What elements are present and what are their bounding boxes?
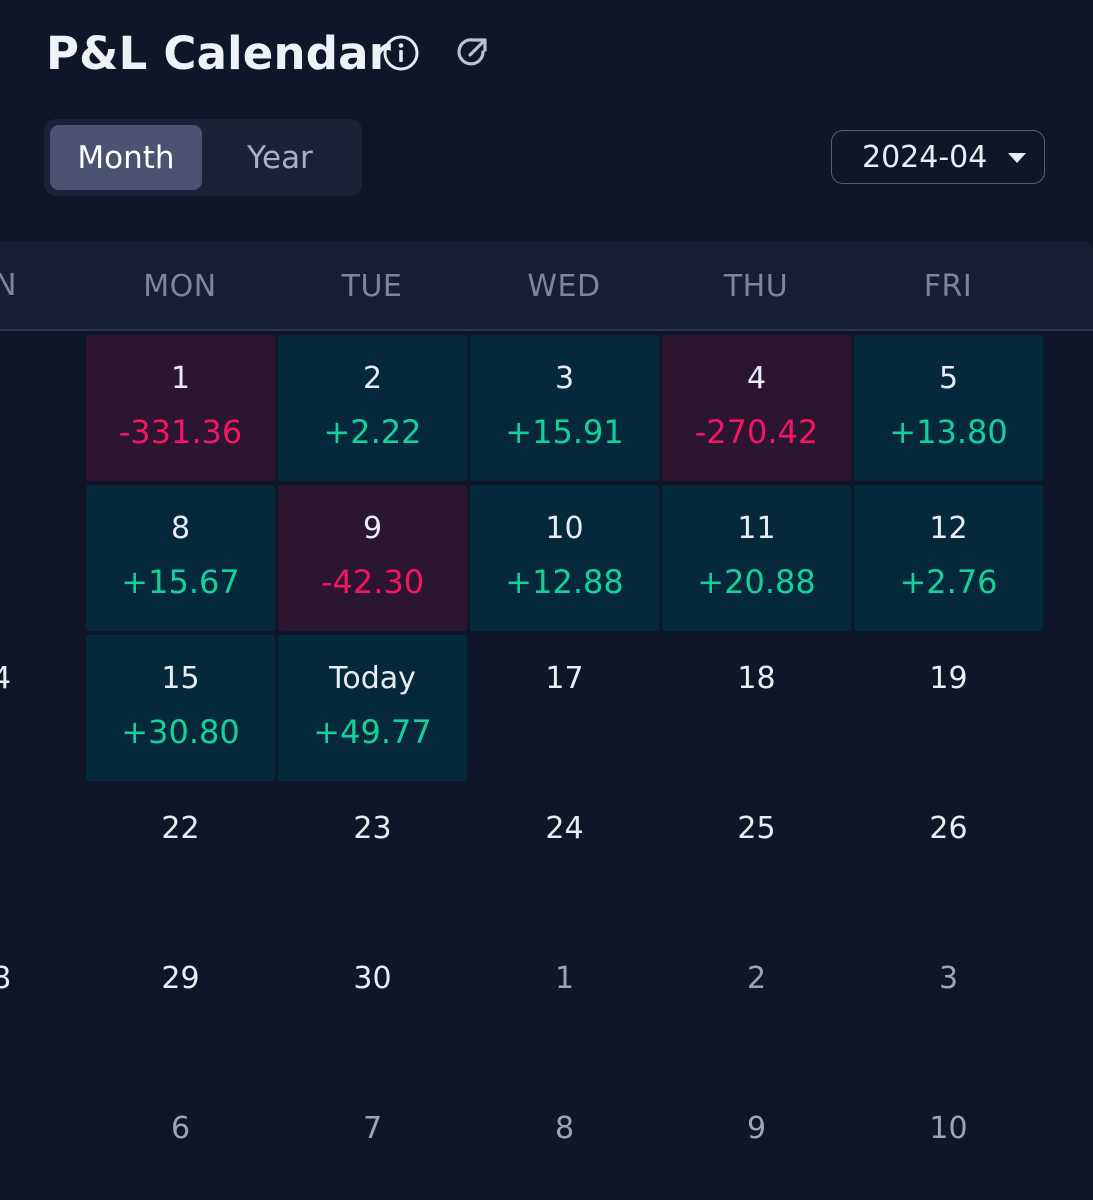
weekday-fri: FRI [923,269,973,304]
day-number: 2 [362,361,383,396]
day-pnl-value: +2.22 [323,413,422,451]
day-number: 29 [161,961,200,996]
calendar-day-cell[interactable]: 9 -42.30 [278,485,467,631]
day-number: 22 [161,811,200,846]
day-pnl-value: -331.36 [118,413,243,451]
calendar-day-cell[interactable]: 6 [86,1085,275,1200]
weekday-thu: THU [723,269,789,304]
calendar-day-cell[interactable]: 8 [470,1085,659,1200]
day-number: 10 [545,511,584,546]
calendar-day-cell[interactable]: 25 [662,785,851,931]
day-number: 1 [170,361,191,396]
view-toggle: Month Year [44,119,362,196]
caret-down-icon [1008,153,1026,163]
weekday-header: MON TUE WED THU FRI [0,241,1093,331]
calendar-day-cell[interactable]: 22 [86,785,275,931]
day-number: 9 [362,511,383,546]
calendar-day-cell[interactable]: 9 [662,1085,851,1200]
calendar-day-cell[interactable]: 4 -270.42 [662,335,851,481]
day-number: 26 [929,811,968,846]
day-number: 17 [545,661,584,696]
day-pnl-value: +20.88 [697,563,816,601]
day-number: 4 [746,361,767,396]
day-number: 11 [737,511,776,546]
day-number: 10 [929,1111,968,1146]
day-number: 8 [170,511,191,546]
partial-day-number: 8 [0,961,12,996]
info-icon[interactable] [381,33,421,73]
day-pnl-value: +15.91 [505,413,624,451]
day-number: 15 [161,661,200,696]
calendar-day-cell[interactable]: 24 [470,785,659,931]
calendar-day-cell[interactable]: 3 +15.91 [470,335,659,481]
calendar-day-cell[interactable]: 15 +30.80 [86,635,275,781]
weekday-tue: TUE [341,269,403,304]
calendar-day-cell[interactable]: 17 [470,635,659,781]
day-pnl-value: +2.76 [899,563,998,601]
calendar-day-cell[interactable]: 30 [278,935,467,1081]
day-number: 6 [170,1111,191,1146]
calendar-day-cell[interactable]: Today +49.77 [278,635,467,781]
day-pnl-value: -42.30 [320,563,425,601]
day-number: 12 [929,511,968,546]
weekday-partial: N [0,268,17,303]
day-number: 1 [554,961,575,996]
day-number: 25 [737,811,776,846]
calendar-day-cell[interactable]: 5 +13.80 [854,335,1043,481]
day-pnl-value: +49.77 [313,713,432,751]
day-number: Today [329,661,416,696]
month-select-value: 2024-04 [862,139,988,175]
calendar-day-cell[interactable]: 2 [662,935,851,1081]
day-number: 23 [353,811,392,846]
calendar-day-cell[interactable]: 29 [86,935,275,1081]
share-icon[interactable] [453,32,493,72]
day-number: 3 [938,961,959,996]
calendar-day-cell[interactable]: 23 [278,785,467,931]
day-number: 7 [362,1111,383,1146]
day-number: 2 [746,961,767,996]
day-number: 19 [929,661,968,696]
calendar-day-cell[interactable]: 11 +20.88 [662,485,851,631]
day-number: 24 [545,811,584,846]
page-title: P&L Calendar [46,27,392,80]
calendar-day-cell[interactable]: 10 [854,1085,1043,1200]
calendar-day-cell[interactable]: 1 -331.36 [86,335,275,481]
weekday-mon: MON [143,269,217,304]
calendar-day-cell[interactable]: 12 +2.76 [854,485,1043,631]
calendar-day-cell[interactable]: 2 +2.22 [278,335,467,481]
day-pnl-value: -270.42 [694,413,819,451]
calendar-day-cell[interactable]: 3 [854,935,1043,1081]
day-pnl-value: +13.80 [889,413,1008,451]
day-pnl-value: +30.80 [121,713,240,751]
day-number: 8 [554,1111,575,1146]
month-tab[interactable]: Month [50,125,202,190]
day-number: 30 [353,961,392,996]
calendar-day-cell[interactable]: 19 [854,635,1043,781]
day-number: 18 [737,661,776,696]
weekday-wed: WED [527,269,601,304]
calendar-day-cell[interactable]: 26 [854,785,1043,931]
calendar-day-cell[interactable]: 18 [662,635,851,781]
year-tab[interactable]: Year [247,139,313,176]
month-select[interactable]: 2024-04 [831,130,1045,184]
calendar-day-cell[interactable]: 7 [278,1085,467,1200]
calendar-day-cell[interactable]: 10 +12.88 [470,485,659,631]
day-pnl-value: +15.67 [121,563,240,601]
calendar-day-cell[interactable]: 1 [470,935,659,1081]
day-pnl-value: +12.88 [505,563,624,601]
day-number: 5 [938,361,959,396]
day-number: 9 [746,1111,767,1146]
partial-day-number: 4 [0,661,12,696]
day-number: 3 [554,361,575,396]
calendar-day-cell[interactable]: 8 +15.67 [86,485,275,631]
